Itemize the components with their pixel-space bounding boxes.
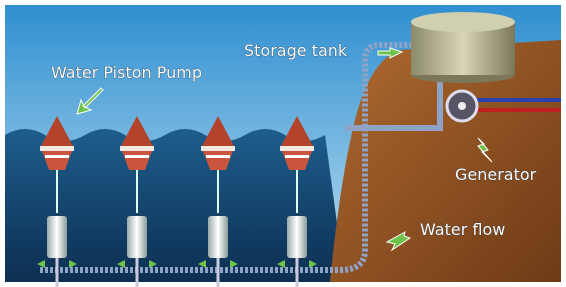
label: Water Piston Pump — [51, 63, 202, 82]
label: Water flow — [420, 220, 505, 239]
diagram: Water Piston Pump Storage tank Generator… — [0, 0, 566, 287]
storage-tank — [411, 12, 515, 83]
label: Storage tank — [244, 41, 348, 60]
generator — [447, 91, 477, 121]
label: Generator — [455, 165, 537, 184]
